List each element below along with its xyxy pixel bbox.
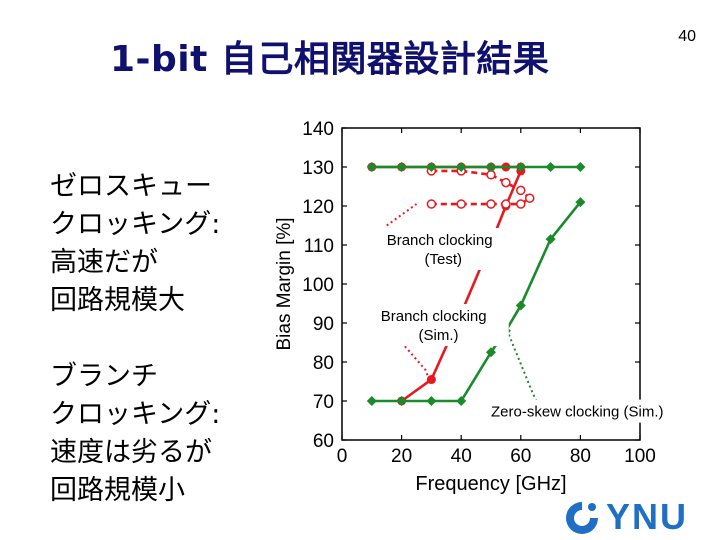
branch-description: ブランチ クロッキング: 速度は劣るが 回路規模小 <box>50 361 221 506</box>
y-tick-label: 100 <box>302 275 334 296</box>
x-tick-label: 0 <box>337 446 348 467</box>
zero-skew-description: ゼロスキュー クロッキング: 高速だが 回路規模大 <box>50 171 221 316</box>
slide-title: 1-bit 自己相関器設計結果 <box>110 39 550 80</box>
annotation-line: Zero-skew clocking (Sim.) <box>491 404 664 421</box>
data-point <box>396 162 407 172</box>
annotation-label: Branch clocking (Test) <box>387 232 493 268</box>
annotation-leader <box>386 203 418 227</box>
data-point <box>515 300 526 311</box>
y-tick-label: 60 <box>313 431 334 452</box>
data-point <box>524 193 535 203</box>
data-point <box>456 396 467 406</box>
data-point <box>426 396 437 406</box>
x-tick-label: 20 <box>391 446 412 467</box>
y-tick-label: 110 <box>304 236 334 257</box>
data-point <box>501 177 511 188</box>
annotation-leader <box>400 341 430 378</box>
annotation-leader <box>507 334 540 406</box>
annotation-background <box>489 399 668 423</box>
data-point <box>426 375 436 385</box>
data-point <box>486 162 496 172</box>
data-point <box>501 199 511 209</box>
data-point <box>486 199 496 209</box>
annotation-label: Branch clocking (Sim.) <box>381 308 487 344</box>
ynu-logo: YNU <box>562 496 712 537</box>
x-tick-label: 100 <box>624 446 656 467</box>
annotation-line: (Sim.) <box>419 327 459 344</box>
y-tick-label: 70 <box>313 392 334 413</box>
annotation-background <box>378 304 509 347</box>
data-point <box>366 396 377 406</box>
x-tick-label: 80 <box>570 446 591 467</box>
data-point <box>545 234 556 245</box>
y-tick-label: 80 <box>313 353 334 374</box>
y-axis-label: Bias Margin [%] <box>274 217 295 350</box>
ynu-swirl-icon <box>566 502 598 534</box>
data-point <box>515 162 526 172</box>
y-tick-label: 120 <box>302 197 334 218</box>
data-point <box>486 347 496 358</box>
x-axis-label: Frequency [GHz] <box>415 473 566 495</box>
annotation-line: (Test) <box>425 251 463 268</box>
y-tick-label: 90 <box>313 314 334 335</box>
x-tick-label: 40 <box>451 446 472 467</box>
data-point <box>366 162 377 172</box>
data-point <box>575 162 586 172</box>
data-point <box>426 199 437 209</box>
data-point <box>516 185 526 196</box>
annotation-line: Branch clocking <box>381 308 487 325</box>
annotation-background <box>384 228 515 270</box>
data-point <box>426 162 437 172</box>
page-number: 40 <box>678 28 696 45</box>
data-point <box>516 199 526 209</box>
bias-margin-chart: 60 70 80 90 100 110 120 130 140 0 20 40 60 80 100 Frequ… <box>274 119 668 495</box>
data-point <box>396 396 407 406</box>
data-point <box>456 162 467 172</box>
annotation-line: Branch clocking <box>387 232 493 249</box>
x-tick-label: 60 <box>510 446 531 467</box>
data-point <box>575 197 586 208</box>
logo-text: YNU <box>606 496 689 537</box>
y-tick-label: 130 <box>302 158 334 179</box>
data-point <box>456 199 466 209</box>
annotation-label: Zero-skew clocking (Sim.) <box>491 404 664 421</box>
data-point <box>545 162 556 172</box>
y-tick-label: 140 <box>302 119 334 140</box>
